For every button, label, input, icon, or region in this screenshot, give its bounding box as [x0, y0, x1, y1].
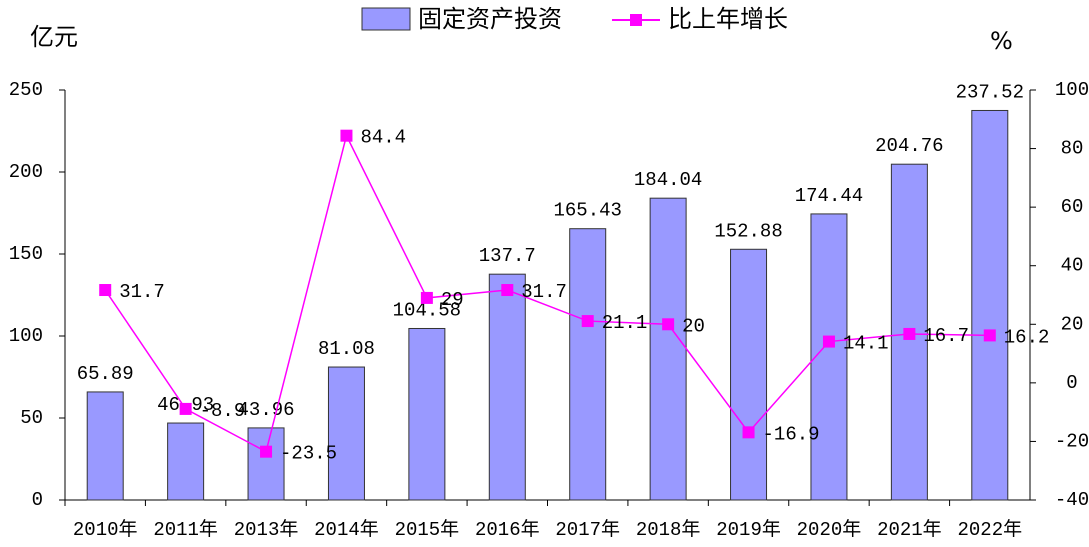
y2-tick-label: 80 — [1061, 138, 1084, 160]
line-value-label: 84.4 — [360, 127, 406, 149]
bar-value-label: 204.76 — [875, 135, 943, 157]
y2-tick-label: 40 — [1061, 255, 1084, 277]
bar — [810, 213, 848, 501]
y2-axis-label: % — [990, 27, 1013, 55]
y-tick-label: 100 — [9, 325, 43, 347]
x-tick-label: 2020年 — [797, 518, 862, 541]
x-tick-label: 2013年 — [234, 518, 299, 541]
line-marker — [99, 284, 112, 297]
legend-swatch-bar — [361, 7, 411, 31]
bar — [327, 366, 365, 501]
bar — [86, 391, 124, 501]
bar-value-label: 237.52 — [956, 81, 1024, 103]
line-marker — [662, 318, 675, 331]
bar — [408, 327, 446, 501]
line-value-label: 14.1 — [843, 333, 889, 355]
bar-value-label: 165.43 — [553, 200, 621, 222]
line-marker — [340, 129, 353, 142]
line-marker — [501, 284, 514, 297]
line-value-label: 16.7 — [923, 325, 969, 347]
x-tick-label: 2015年 — [395, 518, 460, 541]
legend-swatch-marker — [630, 14, 642, 26]
y2-tick-label: 20 — [1061, 313, 1084, 335]
bar — [247, 427, 285, 501]
y2-tick-label: 100 — [1055, 79, 1089, 101]
bar-value-label: 43.96 — [238, 399, 295, 421]
x-tick-label: 2016年 — [475, 518, 540, 541]
x-tick-label: 2010年 — [73, 518, 138, 541]
bar — [649, 197, 687, 501]
y-tick-label: 0 — [32, 489, 43, 511]
line-value-label: -23.5 — [280, 443, 337, 465]
line-marker — [581, 315, 594, 328]
bar-value-label: 104.58 — [393, 300, 461, 322]
x-tick-label: 2018年 — [636, 518, 701, 541]
x-tick-label: 2011年 — [153, 518, 218, 541]
y-tick-label: 250 — [9, 79, 43, 101]
line-value-label: -8.9 — [200, 400, 246, 422]
line-value-label: 20 — [682, 315, 705, 337]
bar-value-label: 81.08 — [318, 338, 375, 360]
x-tick-label: 2017年 — [555, 518, 620, 541]
line-value-label: -16.9 — [763, 423, 820, 445]
line-marker — [983, 329, 996, 342]
line-marker — [903, 327, 916, 340]
y2-tick-label: 0 — [1066, 372, 1077, 394]
bar — [488, 273, 526, 501]
y2-tick-label: 60 — [1061, 196, 1084, 218]
bar-value-label: 152.88 — [714, 220, 782, 242]
x-tick-label: 2022年 — [957, 518, 1022, 541]
bar — [167, 422, 205, 501]
line-marker — [420, 291, 433, 304]
y-tick-label: 150 — [9, 243, 43, 265]
line — [104, 133, 990, 453]
y-axis-label: 亿元 — [30, 23, 78, 51]
line-value-label: 31.7 — [521, 281, 567, 303]
bar — [730, 248, 768, 501]
line-marker — [179, 402, 192, 415]
y2-tick-label: -40 — [1055, 489, 1089, 511]
legend-label: 固定资产投资 — [418, 5, 562, 33]
bar — [971, 109, 1009, 501]
bar-value-label: 65.89 — [77, 363, 134, 385]
line-value-label: 29 — [441, 289, 464, 311]
line-value-label: 21.1 — [602, 312, 648, 334]
bar-value-label: 184.04 — [634, 169, 702, 191]
bar — [569, 228, 607, 501]
bar-value-label: 174.44 — [795, 185, 863, 207]
x-tick-label: 2019年 — [716, 518, 781, 541]
legend-label: 比上年增长 — [668, 5, 788, 33]
line-marker — [260, 445, 273, 458]
line-marker — [822, 335, 835, 348]
y2-tick-label: -20 — [1055, 430, 1089, 452]
y-tick-label: 200 — [9, 161, 43, 183]
y-tick-label: 50 — [20, 407, 43, 429]
x-tick-label: 2014年 — [314, 518, 379, 541]
line-marker — [742, 426, 755, 439]
x-tick-label: 2021年 — [877, 518, 942, 541]
bar-value-label: 137.7 — [479, 245, 536, 267]
line-value-label: 31.7 — [119, 281, 165, 303]
line-value-label: 16.2 — [1004, 326, 1050, 348]
